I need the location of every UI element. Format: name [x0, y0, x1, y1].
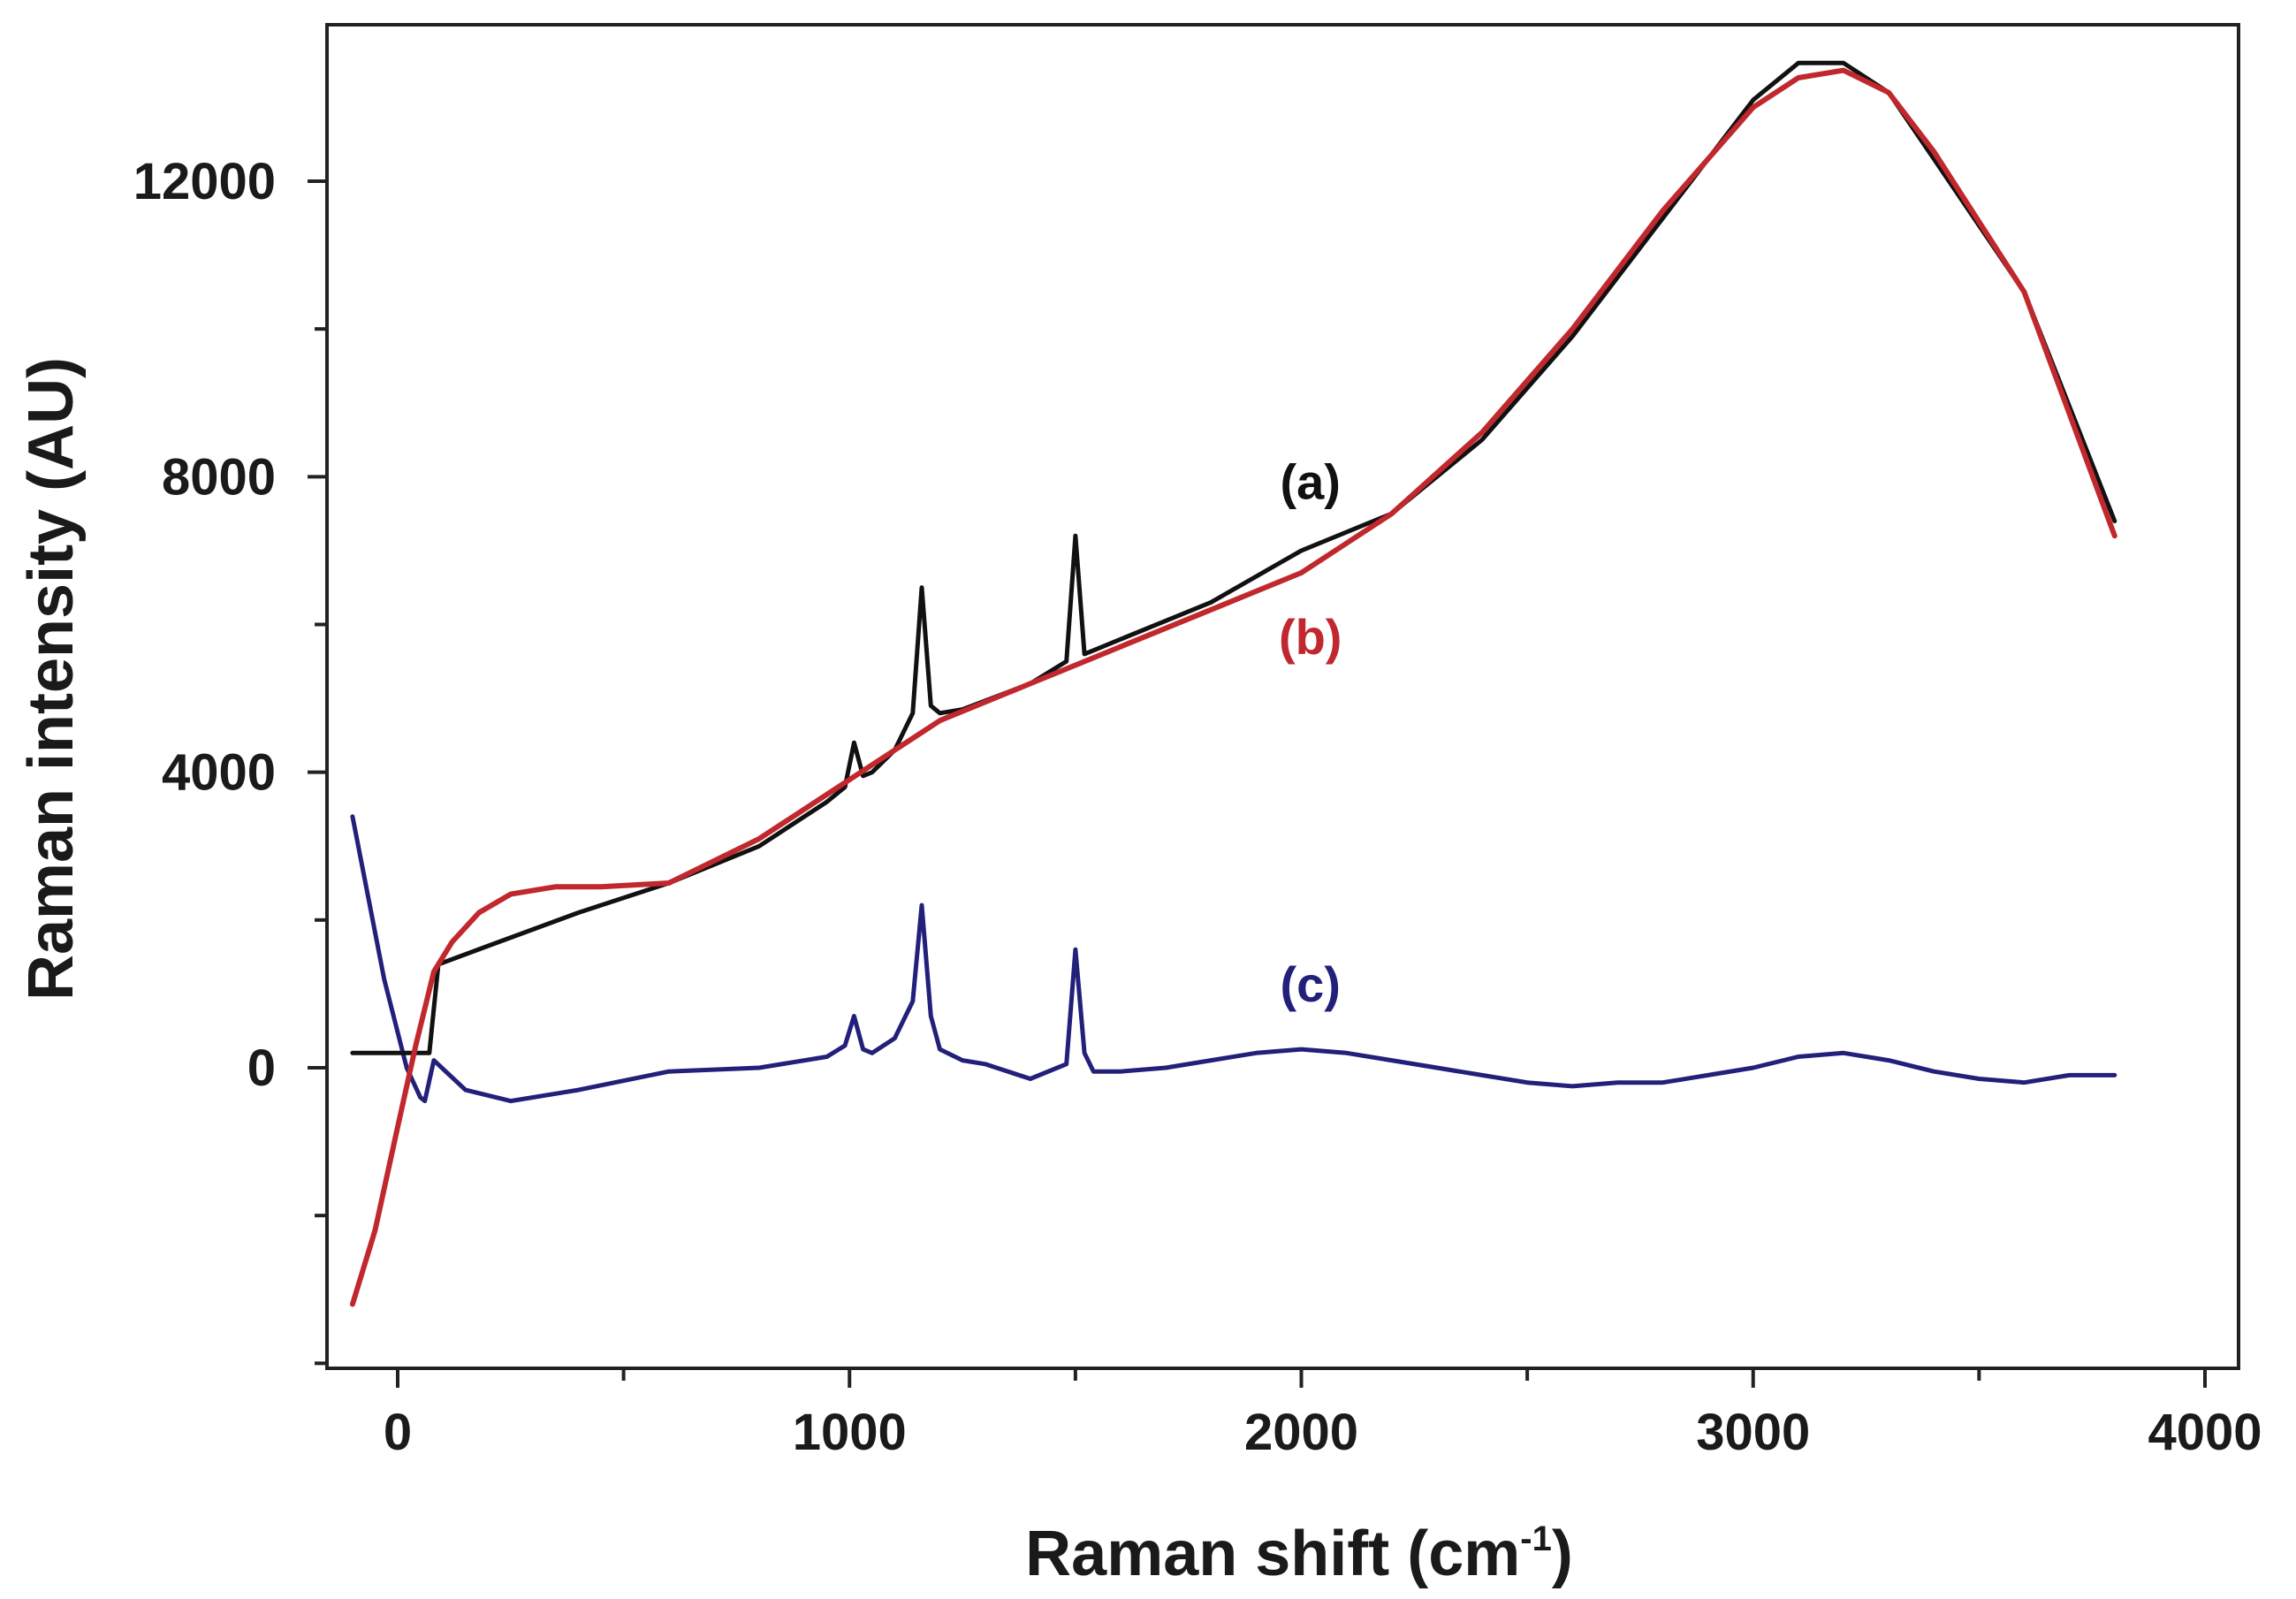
series-label-c: (c) — [1280, 956, 1340, 1012]
x-tick-label-2000: 2000 — [1244, 1404, 1358, 1461]
series-layer — [349, 60, 2117, 1307]
x-tick-label-1000: 1000 — [793, 1404, 907, 1461]
y-axis-title: Raman intensity (AU) — [16, 357, 87, 1001]
series-label-a: (a) — [1280, 453, 1340, 509]
series-line-b — [349, 67, 2117, 1307]
x-tick-label-0: 0 — [384, 1404, 412, 1461]
x-tick-label-4000: 4000 — [2148, 1404, 2262, 1461]
y-tick-label-4000: 4000 — [162, 744, 276, 802]
y-tick-label-8000: 8000 — [162, 448, 276, 506]
x-axis-title: Raman shift (cm-1) — [1025, 1519, 1573, 1589]
series-line-c — [350, 814, 2117, 1104]
ticks-layer: 0 1000 2000 3000 4000 0 4000 8000 12000 — [133, 153, 2262, 1461]
y-tick-label-12000: 12000 — [133, 153, 276, 210]
x-tick-label-3000: 3000 — [1696, 1404, 1810, 1461]
series-label-b: (b) — [1279, 609, 1342, 665]
plot-frame — [325, 23, 2240, 1370]
y-tick-label-0: 0 — [247, 1039, 276, 1097]
series-labels: (a) (b) (c) — [1279, 453, 1342, 1011]
